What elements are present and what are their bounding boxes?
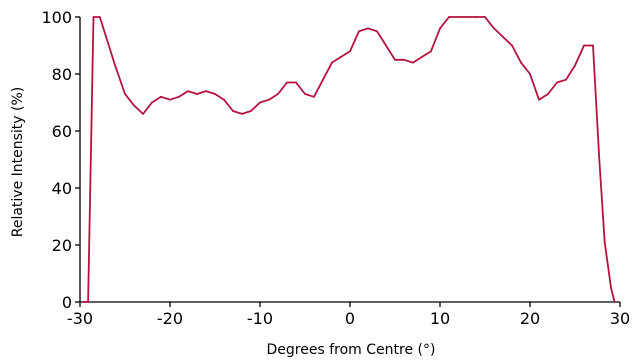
x-tick-label: -10 — [247, 309, 273, 328]
data-point — [457, 16, 459, 18]
x-axis-title: Degrees from Centre (°) — [267, 342, 436, 358]
data-point — [133, 104, 135, 107]
data-point — [114, 64, 116, 67]
data-point — [124, 93, 126, 95]
data-point — [403, 58, 405, 61]
data-point — [520, 61, 522, 64]
data-point — [367, 27, 369, 30]
data-point — [87, 301, 89, 303]
data-point — [241, 113, 243, 115]
data-point — [105, 36, 107, 38]
y-axis-ticks: 0 20 40 60 80 100 — [41, 8, 80, 312]
data-point — [151, 101, 153, 104]
data-point — [205, 90, 207, 92]
data-point — [394, 58, 396, 61]
x-tick-label: 10 — [430, 309, 450, 328]
data-point — [475, 16, 477, 18]
data-point — [538, 98, 540, 101]
data-point — [322, 78, 324, 81]
data-point — [466, 16, 468, 18]
y-tick-label: 20 — [52, 236, 72, 255]
data-point — [493, 27, 495, 30]
x-tick-label: -20 — [157, 309, 183, 328]
x-tick-label: 30 — [610, 309, 630, 328]
data-point — [196, 93, 198, 95]
x-tick-label: -30 — [67, 309, 93, 328]
data-point — [178, 95, 180, 98]
x-tick-label: 20 — [520, 309, 540, 328]
data-point — [277, 93, 279, 95]
data-point — [223, 98, 225, 101]
data-point — [259, 101, 261, 104]
data-point — [349, 50, 351, 53]
data-point — [574, 64, 576, 67]
data-point — [610, 286, 612, 289]
data-point — [331, 61, 333, 64]
y-tick-label: 0 — [62, 293, 72, 312]
data-point — [340, 56, 342, 58]
y-tick-label: 60 — [52, 122, 72, 141]
y-tick-label: 100 — [41, 8, 72, 27]
data-point — [160, 95, 162, 98]
data-point — [448, 16, 450, 18]
data-point — [529, 73, 531, 75]
data-point — [412, 61, 414, 64]
data-point — [232, 110, 234, 112]
data-point — [286, 81, 288, 84]
data-point — [92, 16, 95, 18]
data-point — [385, 44, 387, 47]
data-point — [439, 27, 441, 30]
y-tick-label: 80 — [52, 65, 72, 84]
data-point — [304, 93, 306, 95]
data-point — [98, 16, 101, 18]
data-point — [421, 56, 423, 58]
data-point — [358, 30, 360, 33]
data-point — [484, 16, 486, 18]
data-point — [598, 158, 601, 161]
data-point — [169, 98, 171, 101]
y-tick-label: 40 — [52, 179, 72, 198]
data-point — [556, 81, 558, 84]
data-point — [81, 301, 84, 303]
data-points — [81, 16, 616, 303]
data-point — [583, 44, 585, 47]
x-axis-ticks: -30 -20 -10 0 10 20 30 — [67, 302, 630, 328]
data-point — [511, 44, 513, 47]
data-point — [502, 36, 504, 38]
data-point — [214, 93, 216, 95]
data-point — [295, 81, 297, 84]
data-point — [603, 241, 606, 244]
data-point — [142, 113, 144, 115]
series-line — [82, 16, 616, 303]
y-axis-title: Relative Intensity (%) — [10, 87, 26, 238]
data-point — [313, 95, 315, 98]
data-point — [592, 44, 594, 47]
data-point — [547, 93, 549, 95]
data-point — [250, 110, 252, 112]
data-point — [430, 50, 432, 53]
data-point — [376, 30, 378, 33]
data-point — [268, 98, 270, 101]
data-point — [565, 78, 567, 81]
data-point — [187, 90, 189, 92]
x-tick-label: 0 — [345, 309, 355, 328]
data-point — [613, 301, 616, 303]
